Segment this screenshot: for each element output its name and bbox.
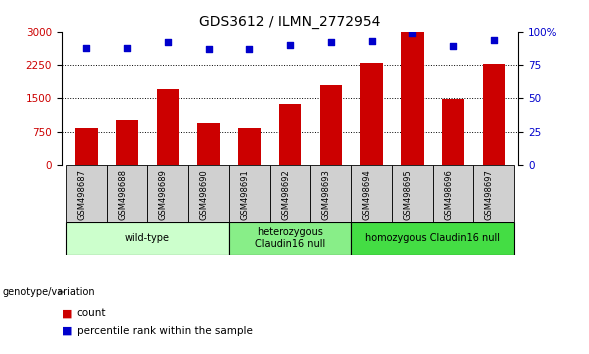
- Text: GSM498695: GSM498695: [403, 169, 412, 220]
- Text: wild-type: wild-type: [125, 233, 170, 243]
- Bar: [320, 85, 342, 165]
- Text: GSM498696: GSM498696: [444, 169, 453, 220]
- Bar: [229, 222, 351, 255]
- Point: [123, 45, 132, 51]
- Bar: [482, 64, 505, 165]
- Text: count: count: [77, 308, 106, 318]
- Point: [204, 46, 213, 52]
- Text: ■: ■: [62, 308, 72, 318]
- Point: [244, 46, 254, 52]
- Point: [286, 42, 295, 48]
- Text: genotype/variation: genotype/variation: [3, 287, 95, 297]
- Bar: [116, 120, 138, 165]
- Text: homozygous Claudin16 null: homozygous Claudin16 null: [365, 233, 500, 243]
- Point: [326, 40, 336, 45]
- Text: percentile rank within the sample: percentile rank within the sample: [77, 326, 253, 336]
- Bar: [238, 128, 260, 165]
- Bar: [433, 165, 474, 222]
- Bar: [188, 165, 229, 222]
- Bar: [351, 165, 392, 222]
- Text: GSM498691: GSM498691: [240, 169, 249, 220]
- Text: GSM498697: GSM498697: [485, 169, 494, 220]
- Bar: [474, 165, 514, 222]
- Bar: [229, 165, 270, 222]
- Bar: [392, 165, 433, 222]
- Bar: [310, 165, 351, 222]
- Bar: [75, 128, 98, 165]
- Title: GDS3612 / ILMN_2772954: GDS3612 / ILMN_2772954: [200, 16, 380, 29]
- Text: GSM498693: GSM498693: [322, 169, 331, 220]
- Bar: [270, 165, 310, 222]
- Bar: [157, 90, 179, 165]
- Point: [408, 30, 417, 36]
- Bar: [197, 122, 220, 165]
- Point: [82, 45, 91, 51]
- Bar: [107, 165, 147, 222]
- Text: GSM498692: GSM498692: [281, 169, 290, 220]
- Bar: [279, 104, 302, 165]
- Text: GSM498688: GSM498688: [118, 169, 127, 220]
- Bar: [360, 63, 383, 165]
- Text: GSM498694: GSM498694: [363, 169, 372, 220]
- Point: [163, 40, 173, 45]
- Bar: [442, 99, 464, 165]
- Text: ■: ■: [62, 326, 72, 336]
- Bar: [66, 165, 107, 222]
- Point: [367, 38, 376, 44]
- Point: [489, 37, 498, 43]
- Point: [448, 44, 458, 49]
- Bar: [401, 32, 423, 165]
- Bar: [66, 222, 229, 255]
- Text: heterozygous
Claudin16 null: heterozygous Claudin16 null: [255, 228, 325, 249]
- Text: GSM498687: GSM498687: [77, 169, 87, 220]
- Text: GSM498690: GSM498690: [200, 169, 209, 220]
- Bar: [351, 222, 514, 255]
- Bar: [147, 165, 188, 222]
- Text: GSM498689: GSM498689: [159, 169, 168, 220]
